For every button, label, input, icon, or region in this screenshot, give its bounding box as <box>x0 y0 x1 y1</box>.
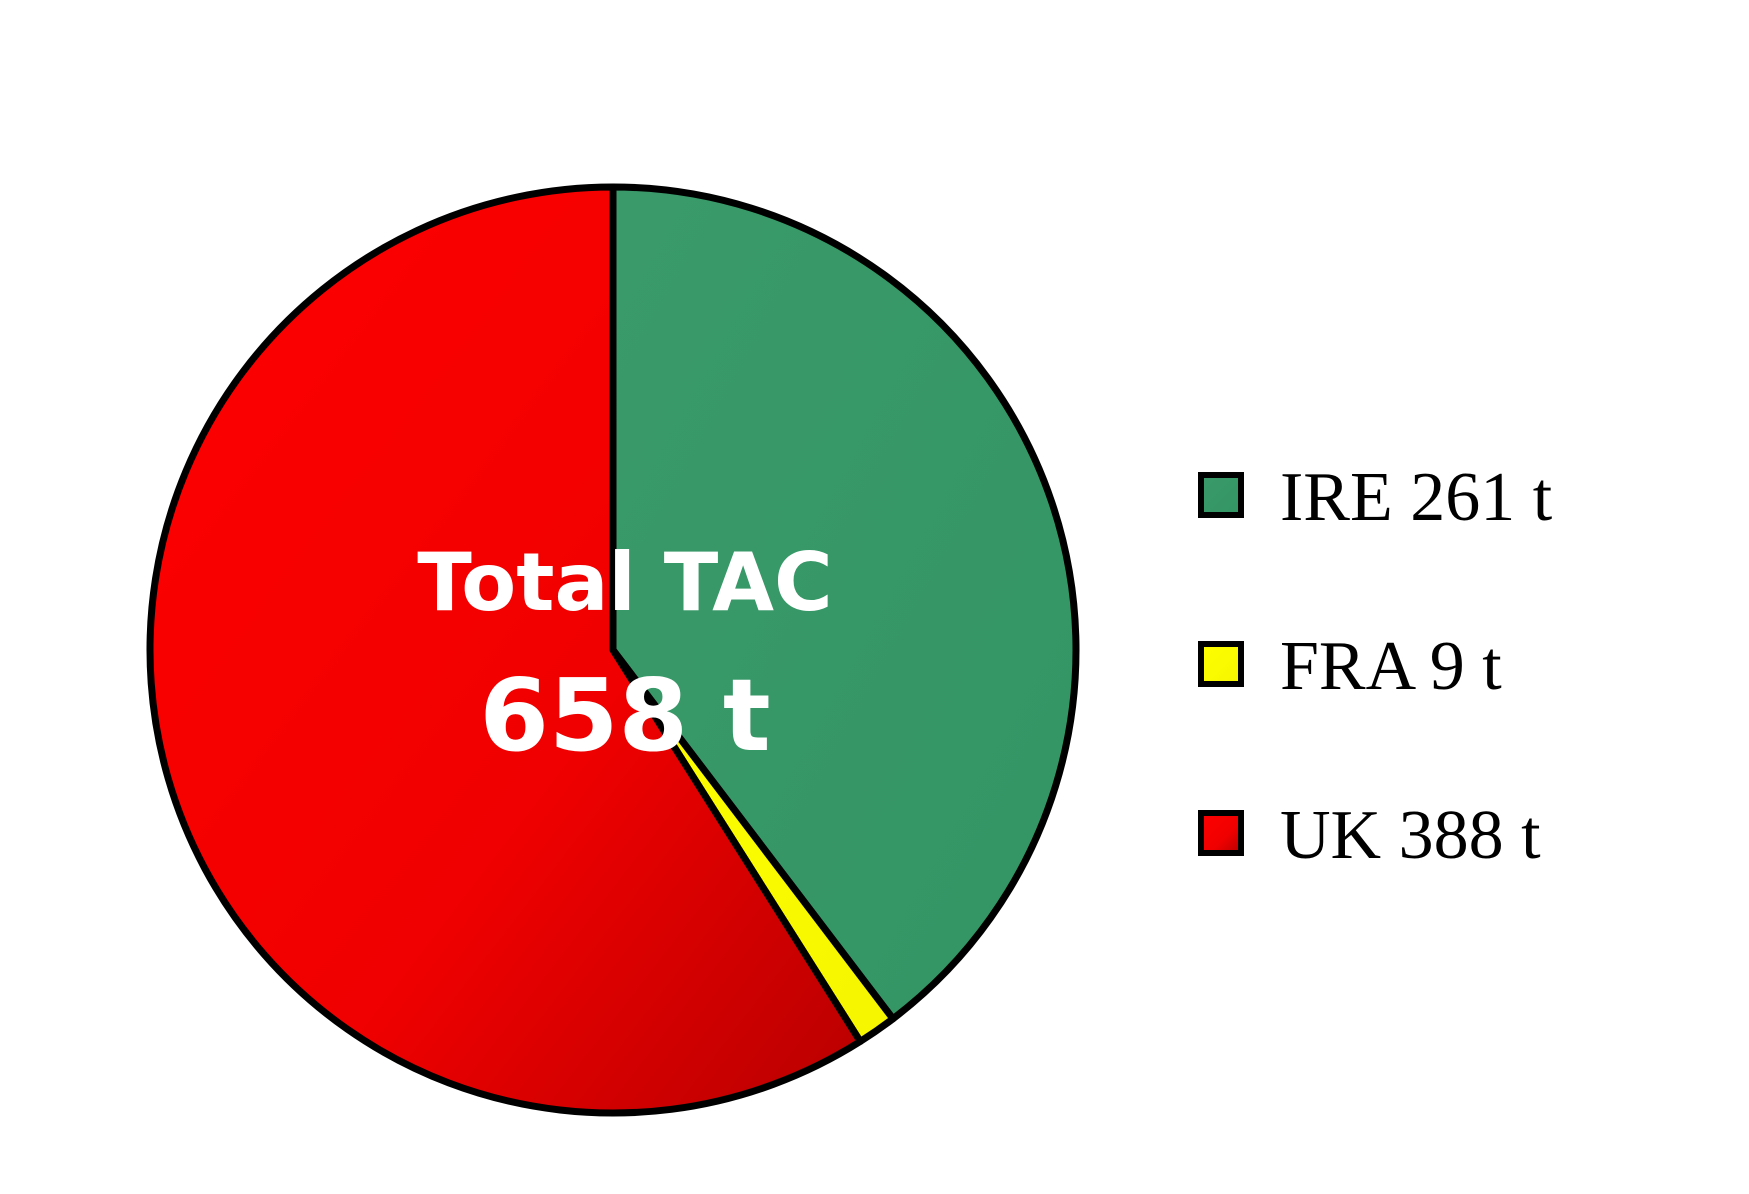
legend-swatch-fra <box>1198 641 1244 687</box>
legend-label-ire: IRE 261 t <box>1280 459 1553 536</box>
legend-item-uk: UK 388 t <box>1198 797 1541 874</box>
legend-swatch-uk <box>1198 810 1244 856</box>
center-total: 658 t <box>479 657 770 774</box>
legend-label-uk: UK 388 t <box>1280 797 1541 874</box>
legend-item-fra: FRA 9 t <box>1198 628 1502 705</box>
legend-item-ire: IRE 261 t <box>1198 459 1553 536</box>
legend: IRE 261 t FRA 9 t UK 388 t <box>1198 459 1553 874</box>
pie-slices <box>146 183 1080 1117</box>
center-label: Total TAC 658 t <box>417 536 832 774</box>
legend-label-fra: FRA 9 t <box>1280 628 1502 705</box>
legend-swatch-ire <box>1198 472 1244 518</box>
center-title: Total TAC <box>417 536 832 629</box>
pie-slice-uk <box>146 183 864 1117</box>
pie-slice-ire <box>609 183 1080 1023</box>
